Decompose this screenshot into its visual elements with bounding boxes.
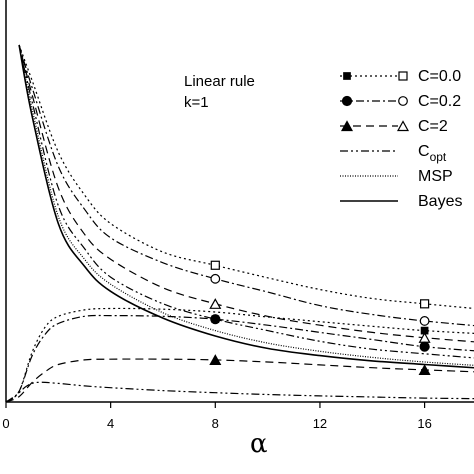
data-point-2-2 — [419, 316, 430, 326]
data-point-1-1 — [210, 260, 220, 270]
markers-layer — [209, 260, 431, 375]
data-point-2-1 — [210, 273, 221, 284]
legend-label-5: MSP — [418, 168, 453, 185]
series-line-1 — [18, 44, 474, 310]
data-point-8-2 — [419, 341, 430, 352]
series-line-9 — [6, 358, 474, 402]
x-tick-label: 0 — [2, 416, 9, 431]
legend-marker-open-3 — [396, 120, 410, 132]
legend-marker-filled-3 — [340, 120, 354, 132]
series-line-10 — [6, 381, 474, 402]
series-line-6 — [18, 44, 474, 369]
data-point-9-1 — [209, 354, 222, 365]
annotation-line-2: k=1 — [184, 94, 209, 111]
data-point-8-1 — [210, 314, 221, 325]
legend-marker-filled-2 — [341, 95, 353, 107]
legend-label-1: C=0.0 — [418, 68, 461, 85]
legend: C=0.0 C=0.2 C=2 Copt MSP Bayes — [340, 68, 462, 210]
data-point-1-2 — [419, 299, 430, 309]
x-tick-label: 8 — [212, 416, 219, 431]
data-point-3-1 — [209, 298, 222, 309]
annotation-line-1: Linear rule — [184, 73, 255, 90]
legend-marker-open-2 — [398, 96, 408, 106]
x-tick-label: 16 — [417, 416, 431, 431]
series-line-5 — [18, 44, 474, 366]
legend-marker-open-1 — [398, 71, 408, 81]
legend-marker-filled-1 — [343, 72, 351, 80]
series-line-8 — [6, 314, 474, 402]
x-tick-label: 4 — [107, 416, 114, 431]
x-axis-label: α — [250, 429, 268, 459]
series-layer — [6, 44, 474, 402]
series-line-2 — [18, 44, 474, 327]
legend-label-2: C=0.2 — [418, 93, 461, 110]
legend-label-3: C=2 — [418, 118, 448, 135]
x-tick-label: 12 — [313, 416, 327, 431]
data-point-7-2 — [420, 326, 429, 335]
data-point-9-2 — [418, 364, 431, 375]
x-ticks: 0 4 8 12 16 — [2, 402, 432, 431]
series-line-7 — [6, 307, 474, 402]
plot-area: 0 4 8 12 16 — [2, 0, 474, 431]
annotation: Linear rule k=1 — [184, 73, 255, 111]
legend-label-6: Bayes — [418, 193, 462, 210]
legend-label-4: Copt — [418, 143, 447, 164]
